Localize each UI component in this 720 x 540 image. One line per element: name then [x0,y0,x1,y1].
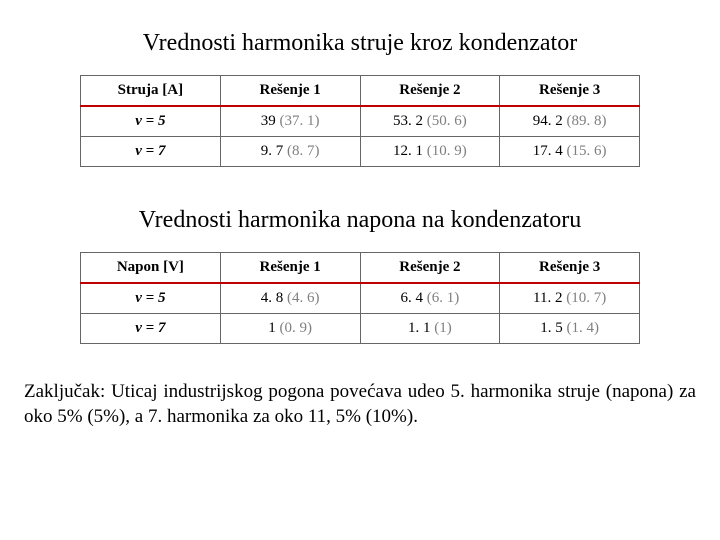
cell: 94. 2 (89. 8) [500,106,640,137]
value-secondary: (37. 1) [276,113,320,129]
table-row: v = 7 1 (0. 9) 1. 1 (1) 1. 5 (1. 4) [81,314,640,344]
row-label-v7: v = 7 [81,137,221,167]
col-header-sol2: Rešenje 2 [360,76,500,107]
conclusion-text: Zaključak: Uticaj industrijskog pogona p… [20,380,700,429]
cell: 12. 1 (10. 9) [360,137,500,167]
value-main: 4. 8 [261,290,284,306]
cell: 6. 4 (6. 1) [360,283,500,314]
table-current: Struja [A] Rešenje 1 Rešenje 2 Rešenje 3… [80,75,640,167]
col-header-sol1: Rešenje 1 [220,253,360,284]
table-row: Napon [V] Rešenje 1 Rešenje 2 Rešenje 3 [81,253,640,284]
cell: 1. 1 (1) [360,314,500,344]
cell: 11. 2 (10. 7) [500,283,640,314]
value-secondary: (6. 1) [423,290,459,306]
value-secondary: (0. 9) [276,320,312,336]
row-label-v5: v = 5 [81,283,221,314]
value-secondary: (50. 6) [423,113,467,129]
value-secondary: (4. 6) [283,290,319,306]
value-secondary: (10. 7) [562,290,606,306]
value-main: 12. 1 [393,143,423,159]
value-secondary: (15. 6) [563,143,607,159]
cell: 4. 8 (4. 6) [220,283,360,314]
value-secondary: (8. 7) [283,143,319,159]
table-row: v = 5 39 (37. 1) 53. 2 (50. 6) 94. 2 (89… [81,106,640,137]
col-header-sol3: Rešenje 3 [500,76,640,107]
value-main: 53. 2 [393,113,423,129]
value-secondary: (1. 4) [563,320,599,336]
value-secondary: (1) [431,320,452,336]
table-row: Struja [A] Rešenje 1 Rešenje 2 Rešenje 3 [81,76,640,107]
cell: 1 (0. 9) [220,314,360,344]
value-main: 1 [268,320,276,336]
value-main: 94. 2 [533,113,563,129]
value-main: 11. 2 [533,290,562,306]
value-main: 1. 1 [408,320,431,336]
col-header-sol1: Rešenje 1 [220,76,360,107]
cell: 17. 4 (15. 6) [500,137,640,167]
col-header-sol2: Rešenje 2 [360,253,500,284]
cell: 39 (37. 1) [220,106,360,137]
value-main: 6. 4 [401,290,424,306]
value-secondary: (89. 8) [563,113,607,129]
table-voltage: Napon [V] Rešenje 1 Rešenje 2 Rešenje 3 … [80,252,640,344]
row-label-v5: v = 5 [81,106,221,137]
table-row: v = 5 4. 8 (4. 6) 6. 4 (6. 1) 11. 2 (10.… [81,283,640,314]
row-label-v7: v = 7 [81,314,221,344]
col-header-voltage: Napon [V] [81,253,221,284]
cell: 9. 7 (8. 7) [220,137,360,167]
value-secondary: (10. 9) [423,143,467,159]
col-header-sol3: Rešenje 3 [500,253,640,284]
col-header-current: Struja [A] [81,76,221,107]
value-main: 1. 5 [540,320,563,336]
value-main: 17. 4 [533,143,563,159]
value-main: 39 [261,113,276,129]
value-main: 9. 7 [261,143,284,159]
table-row: v = 7 9. 7 (8. 7) 12. 1 (10. 9) 17. 4 (1… [81,137,640,167]
title-current-harmonics: Vrednosti harmonika struje kroz kondenza… [20,30,700,57]
title-voltage-harmonics: Vrednosti harmonika napona na kondenzato… [20,207,700,234]
cell: 1. 5 (1. 4) [500,314,640,344]
cell: 53. 2 (50. 6) [360,106,500,137]
